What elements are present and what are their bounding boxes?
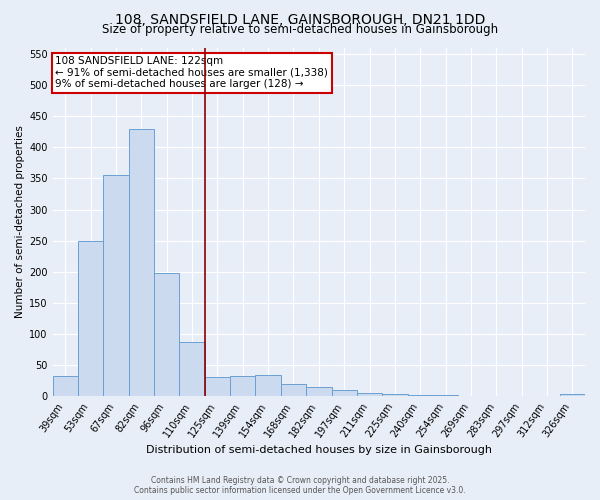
Text: Size of property relative to semi-detached houses in Gainsborough: Size of property relative to semi-detach…	[102, 22, 498, 36]
Bar	[357, 393, 382, 396]
Text: 108 SANDSFIELD LANE: 122sqm
← 91% of semi-detached houses are smaller (1,338)
9%: 108 SANDSFIELD LANE: 122sqm ← 91% of sem…	[55, 56, 328, 90]
Bar	[407, 395, 433, 396]
Bar	[433, 395, 458, 396]
Bar	[281, 384, 306, 396]
Bar	[154, 273, 179, 396]
Bar	[205, 376, 230, 396]
Bar	[382, 394, 407, 396]
Bar	[560, 394, 585, 396]
Bar	[179, 342, 205, 396]
Bar	[332, 390, 357, 396]
Bar	[78, 240, 103, 396]
Bar	[103, 176, 129, 396]
Text: Contains HM Land Registry data © Crown copyright and database right 2025.
Contai: Contains HM Land Registry data © Crown c…	[134, 476, 466, 495]
Text: 108, SANDSFIELD LANE, GAINSBOROUGH, DN21 1DD: 108, SANDSFIELD LANE, GAINSBOROUGH, DN21…	[115, 12, 485, 26]
Bar	[256, 374, 281, 396]
Bar	[306, 386, 332, 396]
Bar	[230, 376, 256, 396]
X-axis label: Distribution of semi-detached houses by size in Gainsborough: Distribution of semi-detached houses by …	[146, 445, 492, 455]
Bar	[53, 376, 78, 396]
Y-axis label: Number of semi-detached properties: Number of semi-detached properties	[15, 126, 25, 318]
Bar	[129, 128, 154, 396]
